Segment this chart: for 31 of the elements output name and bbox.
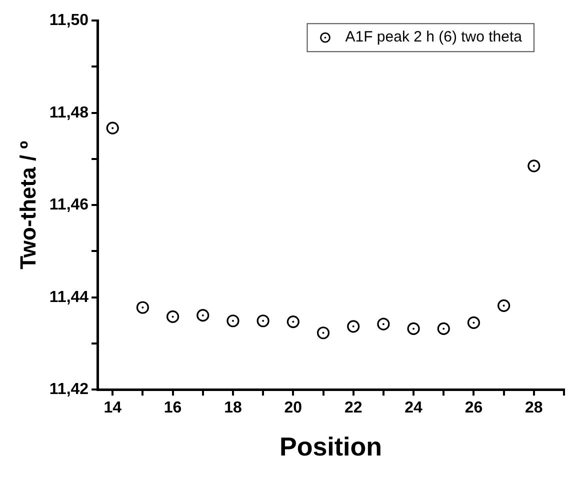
point	[377, 318, 390, 330]
y-axis-title: Two-theta / º	[15, 140, 40, 270]
y-tick-label: 11,50	[49, 12, 89, 30]
point	[347, 320, 360, 333]
point	[256, 314, 270, 328]
y-tick-label: 11,48	[49, 104, 89, 122]
point	[498, 299, 510, 312]
point	[166, 310, 180, 324]
x-tick-label: 18	[224, 400, 242, 417]
point	[226, 314, 240, 328]
x-axis-title: Position	[279, 432, 382, 462]
point	[528, 160, 540, 172]
x-tick-label: 26	[464, 400, 483, 417]
x-tick-label: 20	[284, 400, 302, 417]
point	[467, 316, 480, 330]
point	[196, 309, 210, 322]
point	[286, 315, 300, 328]
legend-label: A1F peak 2 h (6) two theta	[345, 28, 523, 46]
point	[316, 326, 330, 340]
point	[136, 301, 149, 314]
point	[106, 122, 119, 134]
x-tick-label: 24	[404, 400, 423, 417]
x-tick-label: 14	[104, 400, 122, 417]
y-tick-label: 11,44	[49, 288, 89, 306]
x-tick-label: 28	[525, 400, 543, 417]
point	[407, 322, 420, 336]
x-tick-label: 16	[164, 400, 182, 417]
y-tick-label: 11,42	[49, 381, 89, 398]
y-tick-label: 11,46	[49, 196, 89, 214]
x-tick-label: 22	[344, 400, 362, 417]
point	[437, 322, 450, 336]
